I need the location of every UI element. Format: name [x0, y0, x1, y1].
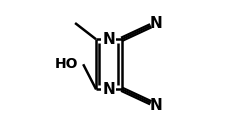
- Text: N: N: [102, 82, 115, 97]
- Text: N: N: [102, 32, 115, 47]
- Text: N: N: [149, 15, 162, 30]
- Text: N: N: [149, 98, 162, 113]
- Text: HO: HO: [55, 57, 78, 71]
